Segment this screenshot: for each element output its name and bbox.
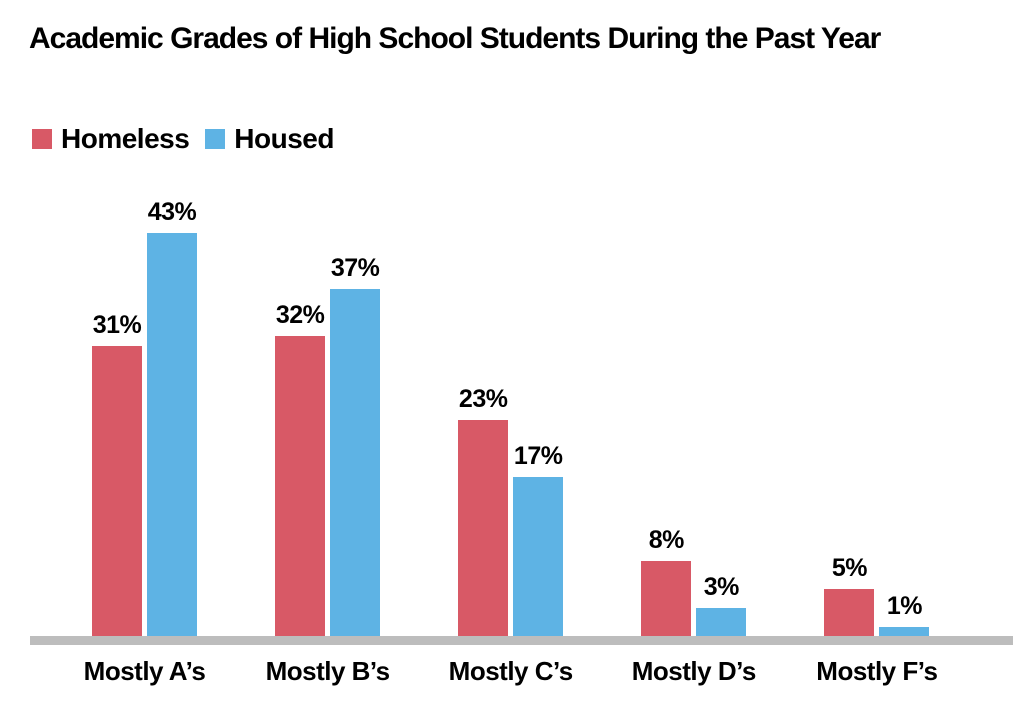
x-axis-line — [30, 636, 1013, 645]
bar-housed: 43% — [147, 198, 197, 636]
bar-value-label: 5% — [831, 554, 868, 582]
legend-swatch-housed-icon — [205, 129, 226, 149]
bar-value-label: 1% — [886, 592, 923, 620]
legend-item-homeless: Homeless — [32, 123, 190, 155]
bar-value-label: 32% — [275, 301, 325, 329]
bar-value-label: 23% — [458, 385, 508, 413]
bar-value-label: 37% — [330, 254, 380, 282]
bar-homeless: 5% — [824, 554, 875, 636]
x-axis-label: Mostly B’s — [265, 656, 391, 686]
legend-item-housed: Housed — [205, 123, 334, 155]
chart-title: Academic Grades of High School Students … — [29, 22, 881, 55]
legend-swatch-homeless-icon — [32, 129, 52, 149]
bar-group: 31% 43% — [92, 198, 197, 636]
bar-homeless: 23% — [458, 385, 509, 636]
bar-homeless: 8% — [641, 526, 692, 636]
bar-housed: 17% — [513, 442, 564, 636]
bar-value-label: 31% — [92, 311, 142, 339]
bar-group: 8% 3% — [641, 526, 747, 636]
bar-group: 5% 1% — [824, 554, 930, 636]
bar-housed: 3% — [696, 573, 747, 636]
bar-housed: 1% — [879, 592, 930, 636]
x-axis-label: Mostly D’s — [631, 656, 757, 686]
bar-value-label: 3% — [703, 573, 740, 601]
x-axis-label: Mostly C’s — [448, 656, 574, 686]
legend-label-housed: Housed — [234, 123, 334, 154]
x-axis-label: Mostly A’s — [83, 656, 206, 686]
legend: Homeless Housed — [32, 123, 334, 155]
bar-value-label: 8% — [648, 526, 685, 554]
bar-group: 23% 17% — [458, 385, 564, 636]
x-axis-label: Mostly F’s — [816, 656, 938, 686]
bar-homeless: 31% — [92, 311, 142, 636]
bar-housed: 37% — [330, 254, 381, 636]
bar-value-label: 17% — [513, 442, 563, 470]
legend-label-homeless: Homeless — [61, 123, 190, 154]
bar-value-label: 43% — [147, 198, 197, 226]
bar-group: 32% 37% — [275, 254, 381, 636]
bar-homeless: 32% — [275, 301, 326, 636]
